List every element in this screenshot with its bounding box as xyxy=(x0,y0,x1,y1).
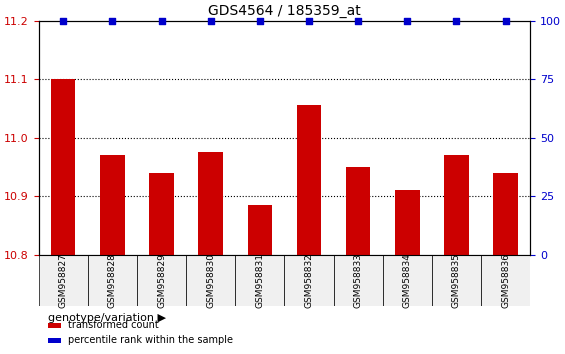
Text: GSM958831: GSM958831 xyxy=(255,253,264,308)
Text: transformed count: transformed count xyxy=(68,320,159,330)
Bar xyxy=(149,173,174,255)
Text: GSM958828: GSM958828 xyxy=(108,253,117,308)
Text: GSM958827: GSM958827 xyxy=(59,253,68,308)
FancyBboxPatch shape xyxy=(432,255,481,306)
Point xyxy=(59,18,68,23)
Text: GSM958835: GSM958835 xyxy=(452,253,461,308)
Point xyxy=(157,18,166,23)
Point xyxy=(354,18,363,23)
FancyBboxPatch shape xyxy=(333,255,383,306)
FancyBboxPatch shape xyxy=(284,255,333,306)
Text: percentile rank within the sample: percentile rank within the sample xyxy=(68,335,233,345)
FancyBboxPatch shape xyxy=(38,255,88,306)
Text: GSM958834: GSM958834 xyxy=(403,253,412,308)
Bar xyxy=(297,105,321,255)
Point xyxy=(108,18,117,23)
FancyBboxPatch shape xyxy=(186,255,235,306)
Point xyxy=(403,18,412,23)
Point xyxy=(305,18,314,23)
Point xyxy=(501,18,510,23)
Text: GSM958832: GSM958832 xyxy=(305,253,314,308)
Bar xyxy=(346,167,371,255)
Bar xyxy=(395,190,420,255)
Point xyxy=(206,18,215,23)
FancyBboxPatch shape xyxy=(137,255,186,306)
Title: GDS4564 / 185359_at: GDS4564 / 185359_at xyxy=(208,4,360,18)
Bar xyxy=(49,322,61,328)
FancyBboxPatch shape xyxy=(88,255,137,306)
Bar xyxy=(100,155,125,255)
Text: GSM958830: GSM958830 xyxy=(206,253,215,308)
Bar xyxy=(51,79,76,255)
Bar xyxy=(247,205,272,255)
Bar xyxy=(198,152,223,255)
FancyBboxPatch shape xyxy=(481,255,530,306)
Text: GSM958829: GSM958829 xyxy=(157,253,166,308)
Bar xyxy=(493,173,518,255)
Text: GSM958833: GSM958833 xyxy=(354,253,363,308)
FancyBboxPatch shape xyxy=(383,255,432,306)
Bar xyxy=(49,338,61,343)
FancyBboxPatch shape xyxy=(235,255,284,306)
Point xyxy=(452,18,461,23)
Text: GSM958836: GSM958836 xyxy=(501,253,510,308)
Text: genotype/variation ▶: genotype/variation ▶ xyxy=(49,313,167,322)
Point xyxy=(255,18,264,23)
Bar xyxy=(444,155,469,255)
